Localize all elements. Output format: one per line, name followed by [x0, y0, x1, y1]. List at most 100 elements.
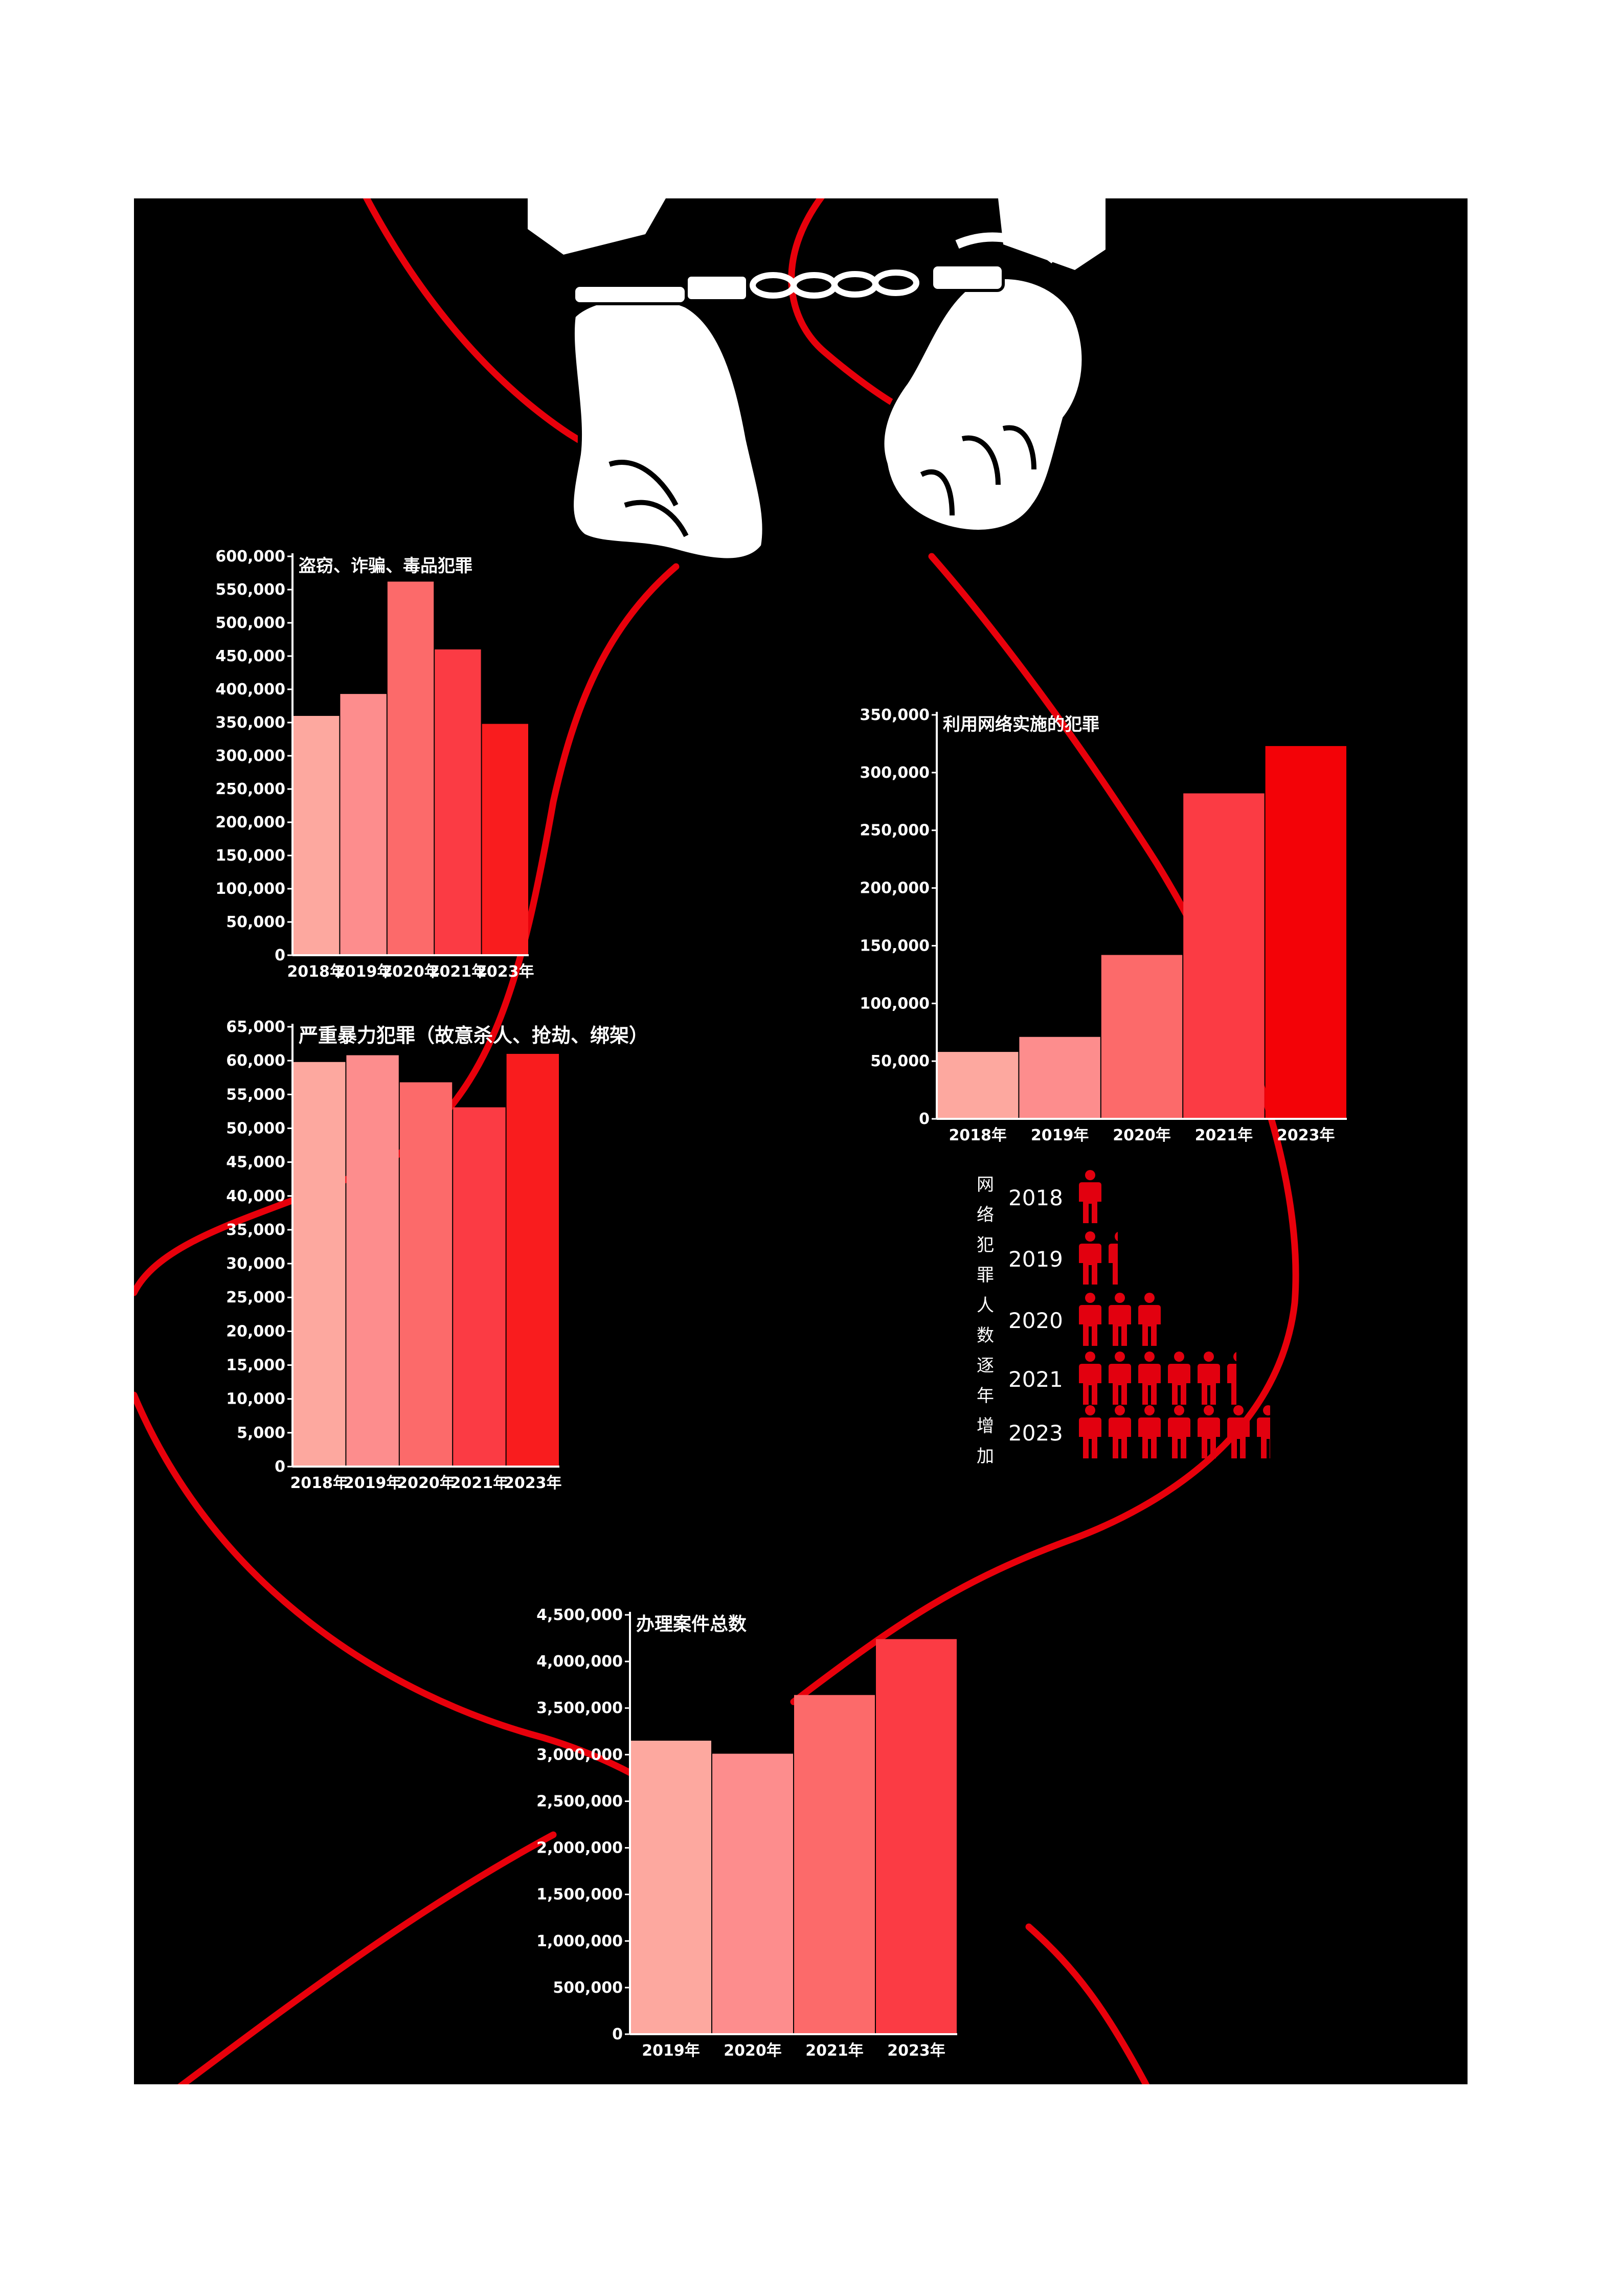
- chart-title: 利用网络实施的犯罪: [943, 714, 1099, 735]
- y-tick-label: 350,000: [860, 706, 930, 724]
- person-icon: [1257, 1405, 1271, 1458]
- x-tick-label: 2018年: [949, 1127, 1007, 1144]
- y-tick-label: 40,000: [226, 1187, 285, 1205]
- vertical-label-char: 增: [977, 1416, 994, 1436]
- x-tick-label: 2021年: [429, 963, 487, 981]
- y-tick-label: 20,000: [226, 1322, 285, 1340]
- vertical-label-char: 加: [977, 1446, 994, 1467]
- bar-2019年: [340, 694, 387, 955]
- pictograph-cyber-people: 网络犯罪人数逐年增加 2018 2019 2020 2021 2023: [973, 1170, 1463, 1702]
- bar-2023年: [482, 724, 528, 955]
- x-tick-label: 2021年: [450, 1474, 509, 1492]
- x-tick-label: 2021年: [805, 2042, 864, 2060]
- y-tick-label: 450,000: [215, 647, 285, 665]
- bar-2021年: [435, 649, 481, 955]
- bar-2020年: [399, 1082, 453, 1467]
- person-icon: [1109, 1352, 1131, 1405]
- chart-svg: 0 50,000 100,000 150,000 200,000 250,000 300,0…: [860, 706, 1347, 1144]
- bar-2020年: [1101, 955, 1183, 1119]
- y-tick-label: 150,000: [215, 847, 285, 865]
- vertical-label-char: 数: [977, 1325, 994, 1346]
- y-tick-label: 3,000,000: [536, 1746, 623, 1764]
- bar-2021年: [453, 1107, 506, 1467]
- y-tick-label: 0: [919, 1110, 930, 1128]
- bar-2020年: [387, 581, 434, 955]
- y-tick-label: 1,500,000: [536, 1886, 623, 1904]
- person-icon: [1198, 1405, 1220, 1458]
- x-tick-label: 2023年: [887, 2042, 945, 2060]
- x-tick-label: 2019年: [344, 1474, 402, 1492]
- bar-2023年: [876, 1639, 957, 2034]
- y-tick-label: 500,000: [553, 1979, 623, 1997]
- x-tick-label: 2021年: [1195, 1127, 1253, 1144]
- y-tick-label: 100,000: [860, 995, 930, 1012]
- x-tick-label: 2019年: [642, 2042, 700, 2060]
- y-tick-label: 50,000: [226, 1119, 285, 1137]
- bar-2020年: [712, 1753, 793, 2034]
- person-icon: [1227, 1405, 1250, 1458]
- bar-2021年: [1183, 793, 1265, 1119]
- vertical-label-char: 年: [977, 1386, 994, 1406]
- pictograph-year-label: 2019: [1008, 1247, 1063, 1272]
- y-tick-label: 3,500,000: [536, 1699, 623, 1717]
- person-icon: [1109, 1293, 1131, 1346]
- y-tick-label: 200,000: [860, 880, 930, 897]
- y-tick-label: 65,000: [226, 1018, 285, 1036]
- y-tick-label: 2,000,000: [536, 1839, 623, 1857]
- y-tick-label: 15,000: [226, 1357, 285, 1375]
- y-tick-label: 300,000: [860, 764, 930, 782]
- y-tick-label: 45,000: [226, 1154, 285, 1172]
- bar-2019年: [346, 1055, 399, 1467]
- y-tick-label: 500,000: [215, 614, 285, 632]
- y-tick-label: 400,000: [215, 681, 285, 699]
- pictograph-year-label: 2018: [1008, 1185, 1063, 1210]
- y-tick-label: 30,000: [226, 1255, 285, 1273]
- chart-title: 办理案件总数: [636, 1614, 747, 1635]
- bar-2023年: [506, 1053, 559, 1467]
- poster-illustration: [134, 198, 1299, 2084]
- person-icon: [1138, 1405, 1161, 1458]
- chart-total-cases: 0 500,000 1,000,000 1,500,000 2,000,000 2,500…: [533, 1605, 1034, 2065]
- vertical-label-char: 逐: [977, 1356, 994, 1376]
- x-tick-label: 2020年: [397, 1474, 455, 1492]
- person-icon: [1109, 1232, 1118, 1285]
- person-icon: [1227, 1352, 1236, 1405]
- x-tick-label: 2018年: [290, 1474, 348, 1492]
- handcuffed-hands-icon: [528, 198, 1106, 562]
- poster-background: 0 50,000 100,000 150,000 200,000 250,000 300,0…: [134, 198, 1468, 2084]
- vertical-label-char: 罪: [977, 1265, 994, 1286]
- chart-title: 盗窃、诈骗、毒品犯罪: [299, 556, 472, 576]
- person-icon: [1138, 1293, 1161, 1346]
- x-tick-label: 2020年: [381, 963, 440, 981]
- y-tick-label: 550,000: [215, 581, 285, 599]
- bar-2018年: [293, 1062, 346, 1467]
- person-icon: [1138, 1352, 1161, 1405]
- person-icon: [1079, 1352, 1101, 1405]
- y-tick-label: 35,000: [226, 1221, 285, 1239]
- x-tick-label: 2023年: [476, 963, 534, 981]
- y-tick-label: 350,000: [215, 714, 285, 732]
- y-tick-label: 1,000,000: [536, 1932, 623, 1950]
- y-tick-label: 300,000: [215, 747, 285, 765]
- vertical-label-char: 络: [977, 1205, 994, 1225]
- bar-2019年: [630, 1741, 711, 2034]
- chart-svg: 0 500,000 1,000,000 1,500,000 2,000,000 2,500…: [536, 1606, 957, 2060]
- y-tick-label: 10,000: [226, 1390, 285, 1408]
- vertical-label-char: 人: [977, 1295, 994, 1316]
- y-tick-label: 60,000: [226, 1052, 285, 1070]
- pictograph-year-label: 2023: [1008, 1421, 1063, 1446]
- person-icon: [1079, 1170, 1101, 1223]
- chart-violent-crime: 0 5,000 10,000 15,000 20,000 25,000 30,000 35,0…: [216, 1017, 648, 1497]
- bar-2018年: [937, 1052, 1019, 1119]
- x-tick-label: 2019年: [334, 963, 393, 981]
- pictograph-year-label: 2020: [1008, 1308, 1063, 1333]
- x-tick-label: 2023年: [504, 1474, 562, 1492]
- chart-svg: 0 5,000 10,000 15,000 20,000 25,000 30,000 35,0…: [226, 1018, 648, 1492]
- person-icon: [1198, 1352, 1220, 1405]
- y-tick-label: 4,000,000: [536, 1653, 623, 1671]
- y-tick-label: 50,000: [870, 1052, 930, 1070]
- bar-2023年: [1265, 746, 1346, 1119]
- bar-2019年: [1019, 1037, 1100, 1119]
- y-tick-label: 250,000: [215, 780, 285, 798]
- bar-2021年: [794, 1695, 875, 2034]
